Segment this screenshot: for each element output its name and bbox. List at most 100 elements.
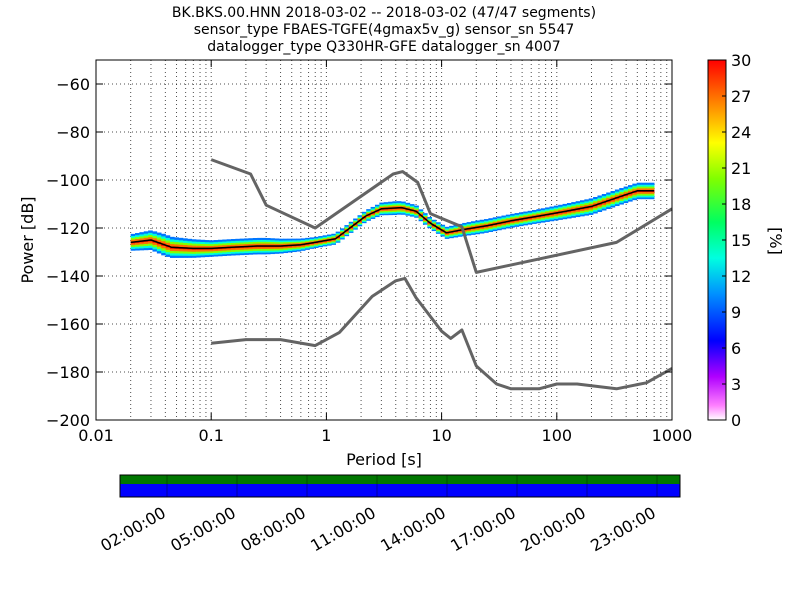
density-cell <box>357 217 363 220</box>
density-cell <box>593 198 598 201</box>
density-cell <box>344 227 350 229</box>
chart-title: BK.BKS.00.HNN 2018-03-02 -- 2018-03-02 (… <box>172 5 596 55</box>
colorbar-tick-label: 3 <box>731 375 741 394</box>
density-cell <box>575 202 581 205</box>
density-cell <box>296 249 302 252</box>
density-cell <box>409 213 415 216</box>
title-line-2: sensor_type FBAES-TGFE(4gmax5v_g) sensor… <box>194 22 575 38</box>
density-cell <box>257 237 262 240</box>
density-cell <box>470 231 476 234</box>
density-cell <box>579 212 585 215</box>
density-cell <box>409 204 415 206</box>
density-cell <box>353 220 358 223</box>
colorbar-tick-label: 6 <box>731 339 741 358</box>
density-cell <box>427 220 432 223</box>
density-cell <box>178 242 184 245</box>
density-cell <box>261 250 267 253</box>
density-cell <box>484 222 489 224</box>
density-cell <box>422 214 428 216</box>
density-cell <box>466 233 472 236</box>
density-cell <box>340 229 345 232</box>
density-cell <box>566 211 572 214</box>
density-cell <box>623 191 629 195</box>
density-cell <box>601 195 607 198</box>
density-cell <box>505 217 511 220</box>
density-cell <box>457 233 463 236</box>
timeline: 02:00:0005:00:0008:00:0011:00:0014:00:00… <box>97 474 681 555</box>
density-cell <box>196 249 201 252</box>
density-cell <box>135 233 140 236</box>
density-cell <box>457 228 463 230</box>
density-cell <box>204 254 210 258</box>
density-cell <box>283 249 289 252</box>
density-cell <box>313 244 319 246</box>
density-cell <box>532 211 537 214</box>
density-cell <box>135 238 140 241</box>
density-cell <box>440 228 446 231</box>
density-cell <box>440 226 446 228</box>
density-cell <box>614 189 620 192</box>
density-cell <box>431 225 437 228</box>
density-cell <box>296 245 302 248</box>
density-cell <box>470 228 476 231</box>
x-tick-label: 1 <box>321 426 331 445</box>
density-cell <box>601 208 607 211</box>
density-cell <box>309 243 315 246</box>
density-cell <box>536 213 542 216</box>
density-cell <box>431 220 437 223</box>
x-tick-label: 10 <box>431 426 451 445</box>
density-cell <box>453 228 459 231</box>
density-cell <box>265 243 271 246</box>
density-cell <box>191 249 197 252</box>
density-cell <box>536 221 542 224</box>
grid <box>95 60 672 421</box>
density-cell <box>165 249 171 253</box>
density-cell <box>466 223 472 226</box>
density-cell <box>470 224 476 226</box>
density-cell <box>383 213 389 216</box>
density-cell <box>501 215 507 218</box>
density-cell <box>409 205 415 208</box>
density-cell <box>514 225 520 227</box>
density-cell <box>235 253 241 256</box>
density-cell <box>418 210 424 213</box>
density-cell <box>588 212 594 215</box>
density-cell <box>501 223 507 225</box>
density-cell <box>305 240 310 243</box>
density-cell <box>361 219 367 221</box>
density-cell <box>244 252 249 255</box>
density-cell <box>161 233 166 237</box>
density-cell <box>610 203 616 206</box>
density-cell <box>623 197 629 200</box>
density-cell <box>606 201 611 204</box>
density-cell <box>231 249 236 252</box>
density-cell <box>191 239 197 242</box>
density-cell <box>488 230 494 233</box>
density-cell <box>484 219 489 221</box>
density-cell <box>444 230 450 233</box>
density-cell <box>257 239 262 242</box>
density-cell <box>161 247 166 251</box>
density-cell <box>523 213 528 215</box>
density-cell <box>313 236 319 239</box>
density-cell <box>606 206 611 210</box>
density-cell <box>200 255 206 258</box>
density-cell <box>497 216 502 219</box>
density-cell <box>414 216 419 218</box>
density-cell <box>409 210 415 213</box>
density-cell <box>191 253 197 256</box>
density-cell <box>353 225 358 228</box>
density-cell <box>326 238 332 240</box>
density-cell <box>261 239 267 242</box>
density-cell <box>331 237 337 239</box>
density-cell <box>388 210 393 213</box>
density-cell <box>440 231 446 233</box>
density-cell <box>165 254 171 257</box>
density-cell <box>436 228 441 231</box>
density-cell <box>326 244 332 246</box>
density-cell <box>566 206 572 209</box>
density-cell <box>571 207 576 210</box>
density-cell <box>340 236 345 239</box>
density-cell <box>239 247 245 250</box>
density-cell <box>309 244 315 247</box>
